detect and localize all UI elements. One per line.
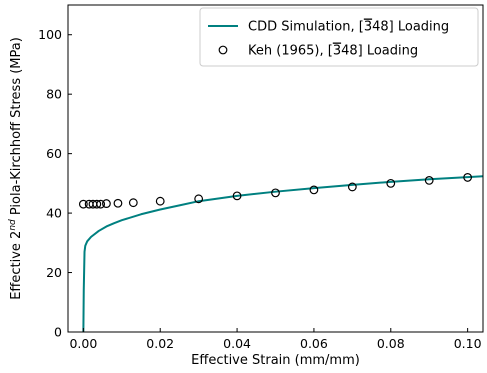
data-point (92, 199, 102, 209)
x-tick-label: 0.10 (454, 336, 482, 351)
legend: CDD Simulation, [348] Loading Keh (1965)… (199, 7, 479, 67)
y-axis-label-prefix: Effective 2 (9, 231, 24, 300)
y-axis-label-superscript: nd (8, 219, 18, 231)
data-point (102, 199, 111, 208)
data-point (347, 182, 357, 192)
x-tick-label: 0.00 (69, 336, 97, 351)
data-point (155, 196, 165, 206)
x-tick-label: 0.04 (223, 336, 251, 351)
data-point (309, 185, 319, 195)
data-point (232, 191, 242, 201)
legend-entry-simulation: CDD Simulation, [348] Loading (248, 20, 449, 35)
y-tick-label: 80 (46, 87, 62, 102)
legend-entry-experiment: Keh (1965), [348] Loading (248, 44, 418, 59)
data-point (113, 198, 123, 208)
data-point (194, 194, 204, 204)
y-axis-label: Effective 2nd Piola-Kirchhoff Stress (MP… (8, 37, 24, 300)
data-point (96, 199, 106, 209)
y-tick-label: 40 (46, 206, 62, 221)
y-tick-label: 20 (46, 265, 62, 280)
x-tick-label: 0.02 (146, 336, 174, 351)
plot-area-frame (67, 4, 484, 333)
data-point (271, 188, 280, 198)
y-tick-label: 0 (54, 325, 62, 340)
data-point (128, 198, 138, 208)
data-point (463, 173, 473, 182)
x-tick-label: 0.08 (377, 336, 405, 351)
legend-marker-swatch (218, 45, 228, 55)
y-tick-label: 60 (46, 146, 62, 161)
ticks-layer: 0.00 0.02 0.04 0.06 0.08 0.10 0 20 40 60 80 100 (38, 27, 481, 351)
y-tick-label: 100 (38, 27, 62, 42)
x-tick-label: 0.06 (300, 336, 328, 351)
series-layer (78, 173, 483, 332)
legend-box (199, 7, 479, 67)
data-point (424, 175, 434, 185)
simulation-line (82, 175, 483, 332)
data-point (386, 178, 396, 188)
x-axis-label: Effective Strain (mm/mm) (191, 353, 360, 368)
data-point (78, 199, 88, 209)
y-axis-label-suffix: Piola-Kirchhoff Stress (MPa) (9, 37, 24, 219)
